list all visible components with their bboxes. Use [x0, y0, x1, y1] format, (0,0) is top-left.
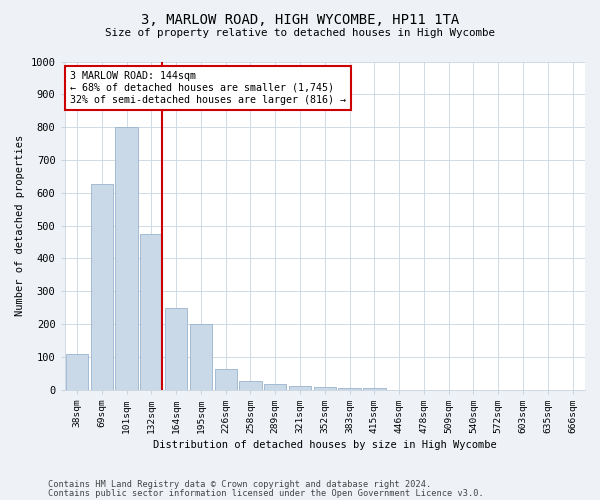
Bar [140, 234, 163, 390]
Text: Size of property relative to detached houses in High Wycombe: Size of property relative to detached ho… [105, 28, 495, 38]
Bar [115, 127, 137, 390]
Bar [239, 382, 262, 390]
Bar [363, 388, 386, 390]
Bar [314, 387, 336, 390]
X-axis label: Distribution of detached houses by size in High Wycombe: Distribution of detached houses by size … [153, 440, 497, 450]
Text: Contains public sector information licensed under the Open Government Licence v3: Contains public sector information licen… [48, 488, 484, 498]
Y-axis label: Number of detached properties: Number of detached properties [15, 135, 25, 316]
Bar [165, 308, 187, 390]
Bar [289, 386, 311, 390]
Bar [190, 324, 212, 390]
Bar [338, 388, 361, 390]
Text: Contains HM Land Registry data © Crown copyright and database right 2024.: Contains HM Land Registry data © Crown c… [48, 480, 431, 489]
Bar [264, 384, 286, 390]
Text: 3, MARLOW ROAD, HIGH WYCOMBE, HP11 1TA: 3, MARLOW ROAD, HIGH WYCOMBE, HP11 1TA [141, 12, 459, 26]
Bar [66, 354, 88, 390]
Bar [91, 184, 113, 390]
Bar [215, 369, 237, 390]
Text: 3 MARLOW ROAD: 144sqm
← 68% of detached houses are smaller (1,745)
32% of semi-d: 3 MARLOW ROAD: 144sqm ← 68% of detached … [70, 72, 346, 104]
